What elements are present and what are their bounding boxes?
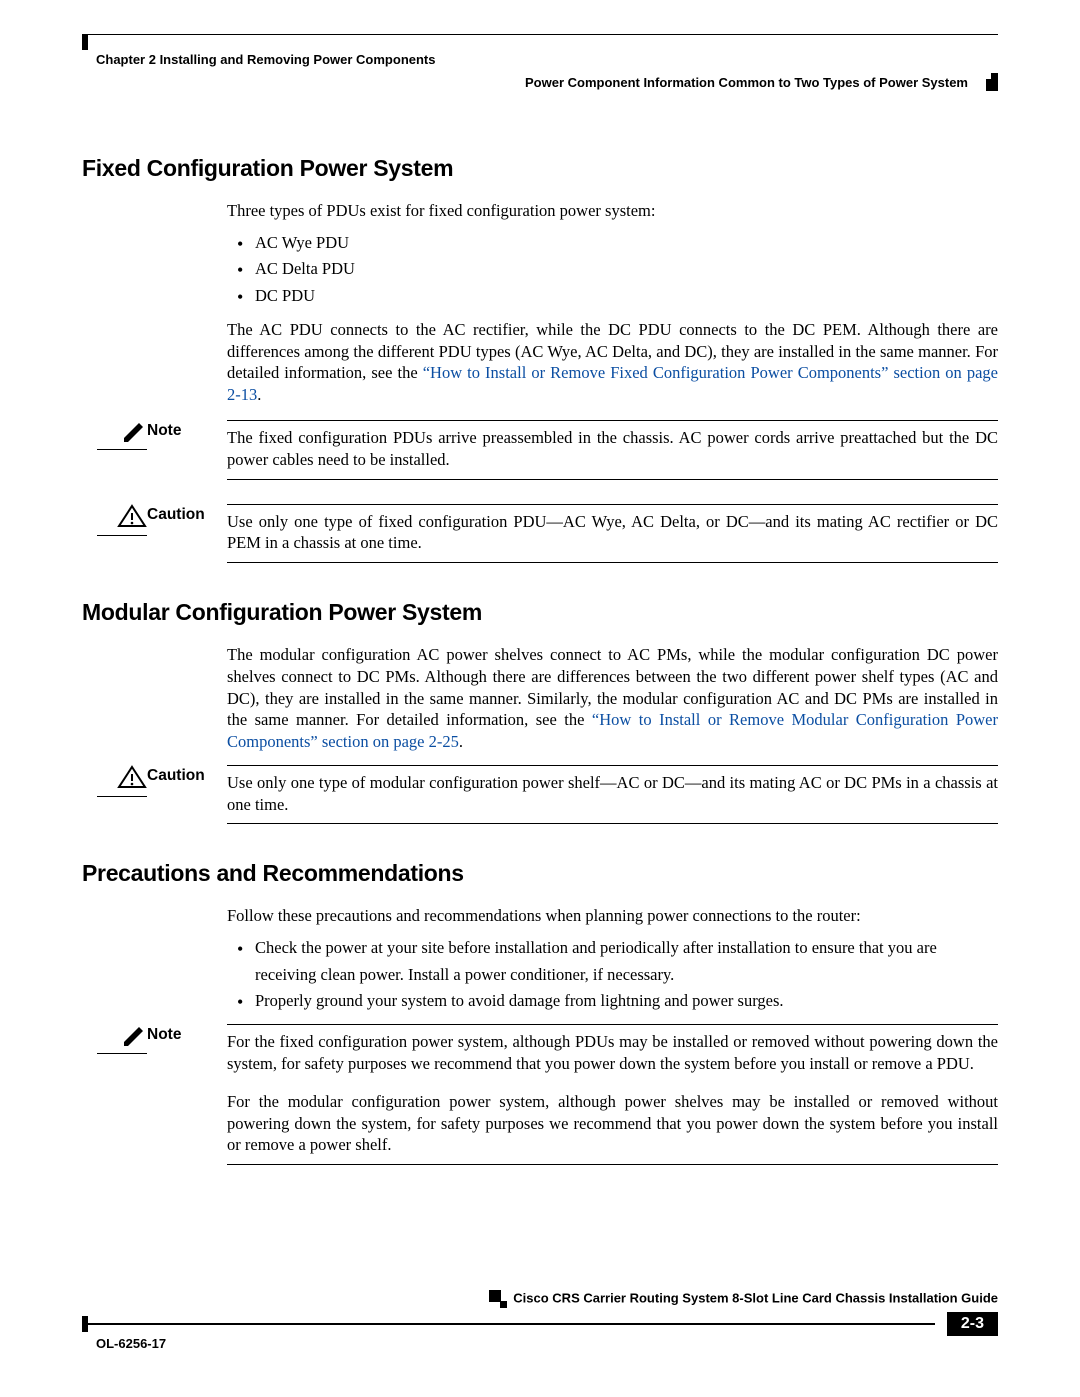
header-decor-icon	[980, 73, 998, 91]
footer-decor-icon	[489, 1290, 507, 1308]
list-item: Properly ground your system to avoid dam…	[227, 988, 998, 1014]
footer-doc-id: OL-6256-17	[82, 1336, 998, 1351]
heading-precautions: Precautions and Recommendations	[82, 860, 998, 887]
fixed-caution-text: Use only one type of fixed configuration…	[227, 512, 998, 553]
modular-para: The modular configuration AC power shelv…	[227, 644, 998, 753]
note-label: Note	[147, 1024, 227, 1044]
modular-caution-text: Use only one type of modular configurati…	[227, 773, 998, 814]
heading-modular: Modular Configuration Power System	[82, 599, 998, 626]
precautions-bullets: Check the power at your site before inst…	[227, 935, 998, 1014]
header-section: Power Component Information Common to Tw…	[82, 75, 980, 90]
precautions-note-1: For the fixed configuration power system…	[227, 1031, 998, 1075]
precautions-intro: Follow these precautions and recommendat…	[227, 905, 998, 927]
page-footer: Cisco CRS Carrier Routing System 8-Slot …	[82, 1308, 998, 1351]
fixed-note-text: The fixed configuration PDUs arrive prea…	[227, 428, 998, 469]
pencil-icon	[121, 420, 147, 442]
note-label: Note	[147, 420, 227, 440]
list-item: Check the power at your site before inst…	[227, 935, 998, 988]
list-item: AC Delta PDU	[227, 256, 998, 282]
caution-label: Caution	[147, 765, 227, 785]
caution-icon	[117, 765, 147, 789]
header-chapter: Chapter 2 Installing and Removing Power …	[82, 52, 998, 67]
list-item: AC Wye PDU	[227, 230, 998, 256]
page-number: 2-3	[947, 1312, 998, 1336]
caution-label: Caution	[147, 504, 227, 524]
header-rule	[82, 34, 998, 50]
pencil-icon	[121, 1024, 147, 1046]
caution-icon	[117, 504, 147, 528]
fixed-bullets: AC Wye PDU AC Delta PDU DC PDU	[227, 230, 998, 309]
heading-fixed: Fixed Configuration Power System	[82, 155, 998, 182]
fixed-intro: Three types of PDUs exist for fixed conf…	[227, 200, 998, 222]
list-item: DC PDU	[227, 283, 998, 309]
precautions-note-2: For the modular configuration power syst…	[227, 1091, 998, 1156]
fixed-para: The AC PDU connects to the AC rectifier,…	[227, 319, 998, 406]
